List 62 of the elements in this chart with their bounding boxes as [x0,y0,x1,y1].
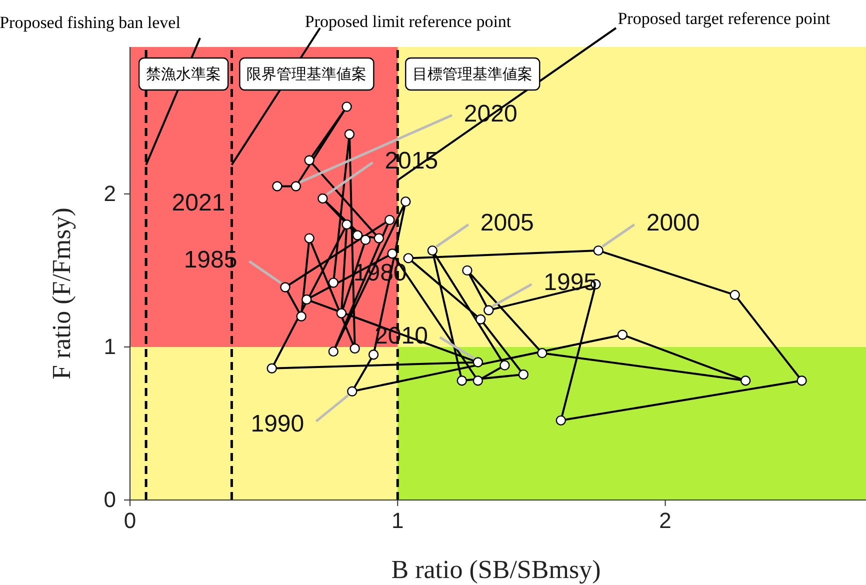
x-tick-label: 1 [392,508,404,533]
x-axis-title: B ratio (SB/SBmsy) [391,555,601,584]
point [556,415,566,426]
point [593,245,604,256]
point [472,376,484,386]
point [328,278,339,288]
annotation: Proposed target reference point [618,9,831,28]
annotation: 2005 [480,210,534,237]
ref-line-label: 目標管理基準値案 [412,65,533,83]
point [456,376,467,386]
point [368,350,379,360]
point [403,253,414,264]
point [352,230,363,240]
point [336,308,347,318]
point [427,245,438,256]
point [304,155,314,166]
annotation: 1995 [544,269,598,296]
y-tick-label: 2 [104,180,116,206]
point [328,346,339,357]
y-tick-label: 0 [104,487,116,512]
y-axis-title: F ratio (F/Fmsy) [47,208,76,380]
point [476,314,486,325]
point [342,102,352,112]
point [462,265,472,276]
point [537,348,548,358]
annotation: Proposed fishing ban level [0,13,181,32]
annotation: 2021 [172,189,226,216]
point [350,343,360,354]
ref-line-label: 限界管理基準値案 [246,65,367,83]
point [374,233,384,244]
point [302,294,312,305]
point [290,181,302,192]
point [384,214,395,226]
point [730,290,740,300]
point [347,386,358,396]
point [740,376,751,386]
point [342,219,352,230]
point [400,196,411,207]
annotation: 1990 [250,410,304,438]
point [500,360,510,370]
point [518,369,529,380]
point [266,363,277,374]
point [272,181,282,192]
annotation: Proposed limit reference point [304,12,512,31]
point [296,311,306,322]
point [360,234,371,245]
point [387,248,398,259]
point [472,357,484,368]
y-tick-label: 1 [104,334,116,359]
x-tick-label: 2 [659,508,672,533]
point [304,233,314,244]
annotation: 1985 [184,246,238,274]
x-tick-label: 0 [124,508,136,533]
point [617,330,628,340]
annotation: 2010 [374,322,428,350]
point [344,129,355,140]
point [280,282,290,292]
point [796,376,807,386]
point [318,193,328,204]
ref-line-label: 禁漁水準案 [146,65,222,83]
point [484,305,494,316]
annotation: 2000 [646,210,700,237]
